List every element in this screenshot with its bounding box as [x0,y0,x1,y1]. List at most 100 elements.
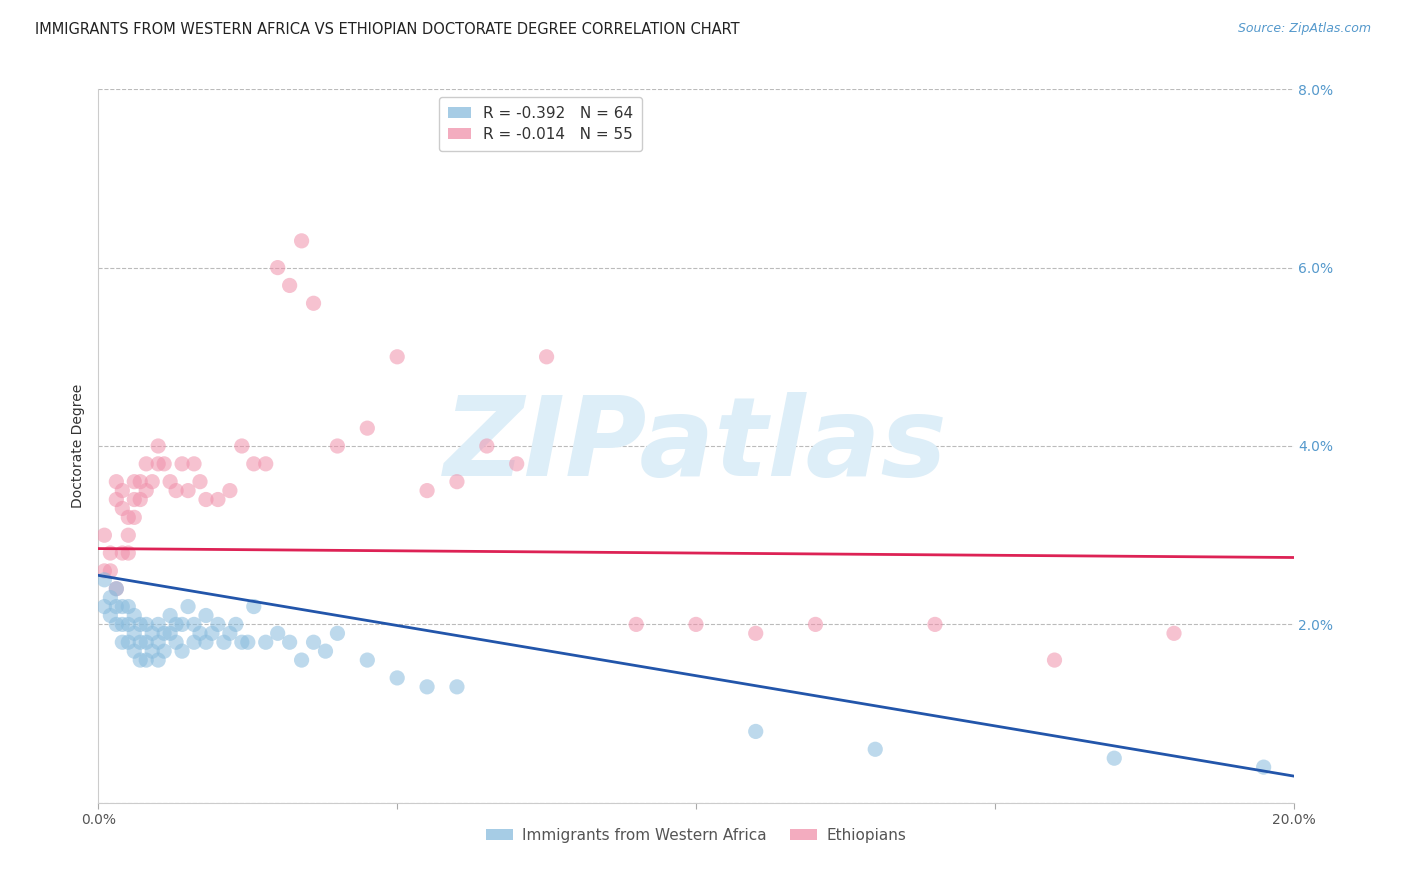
Point [278,278,301,293]
Point [141,475,163,489]
Point [1253,760,1275,774]
Point [243,457,266,471]
Point [267,260,290,275]
Point [148,617,170,632]
Point [93,528,115,542]
Point [135,617,157,632]
Point [385,350,409,364]
Point [105,599,128,614]
Point [183,635,205,649]
Point [111,617,134,632]
Point [177,599,200,614]
Point [124,626,146,640]
Text: IMMIGRANTS FROM WESTERN AFRICA VS ETHIOPIAN DOCTORATE DEGREE CORRELATION CHART: IMMIGRANTS FROM WESTERN AFRICA VS ETHIOP… [35,22,740,37]
Point [183,617,205,632]
Point [446,680,468,694]
Point [129,617,152,632]
Point [153,457,176,471]
Point [188,626,211,640]
Point [745,626,768,640]
Point [446,475,468,489]
Point [117,510,139,524]
Point [195,492,218,507]
Point [129,653,152,667]
Point [326,626,349,640]
Legend: Immigrants from Western Africa, Ethiopians: Immigrants from Western Africa, Ethiopia… [479,822,912,848]
Point [105,617,128,632]
Point [124,475,146,489]
Point [254,635,277,649]
Point [291,234,314,248]
Point [291,653,314,667]
Point [135,483,157,498]
Point [231,635,253,649]
Point [124,510,146,524]
Point [356,653,378,667]
Point [148,635,170,649]
Point [111,599,134,614]
Point [153,626,176,640]
Point [117,546,139,560]
Point [105,582,128,596]
Point [93,564,115,578]
Point [148,439,170,453]
Point [536,350,558,364]
Point [111,483,134,498]
Point [105,475,128,489]
Point [219,626,242,640]
Point [865,742,887,756]
Point [416,483,439,498]
Point [111,546,134,560]
Point [267,626,290,640]
Point [148,653,170,667]
Point [159,475,181,489]
Point [195,635,218,649]
Point [98,608,122,623]
Point [219,483,242,498]
Point [745,724,768,739]
Point [356,421,378,435]
Point [117,635,139,649]
Point [98,564,122,578]
Point [172,644,194,658]
Point [129,635,152,649]
Point [243,599,266,614]
Point [924,617,946,632]
Point [159,608,181,623]
Point [141,644,163,658]
Point [201,626,224,640]
Point [98,546,122,560]
Point [1163,626,1185,640]
Point [207,492,229,507]
Point [326,439,349,453]
Point [165,635,187,649]
Point [93,599,115,614]
Point [804,617,827,632]
Point [475,439,498,453]
Point [626,617,648,632]
Point [236,635,259,649]
Point [165,617,187,632]
Point [165,483,187,498]
Point [188,475,211,489]
Point [135,635,157,649]
Point [1043,653,1066,667]
Point [195,608,218,623]
Point [124,608,146,623]
Text: Source: ZipAtlas.com: Source: ZipAtlas.com [1237,22,1371,36]
Point [207,617,229,632]
Point [416,680,439,694]
Point [129,475,152,489]
Point [124,644,146,658]
Y-axis label: Doctorate Degree: Doctorate Degree [72,384,86,508]
Point [98,591,122,605]
Point [183,457,205,471]
Point [172,457,194,471]
Point [105,492,128,507]
Point [302,296,325,310]
Point [117,528,139,542]
Point [254,457,277,471]
Point [278,635,301,649]
Point [153,644,176,658]
Point [117,617,139,632]
